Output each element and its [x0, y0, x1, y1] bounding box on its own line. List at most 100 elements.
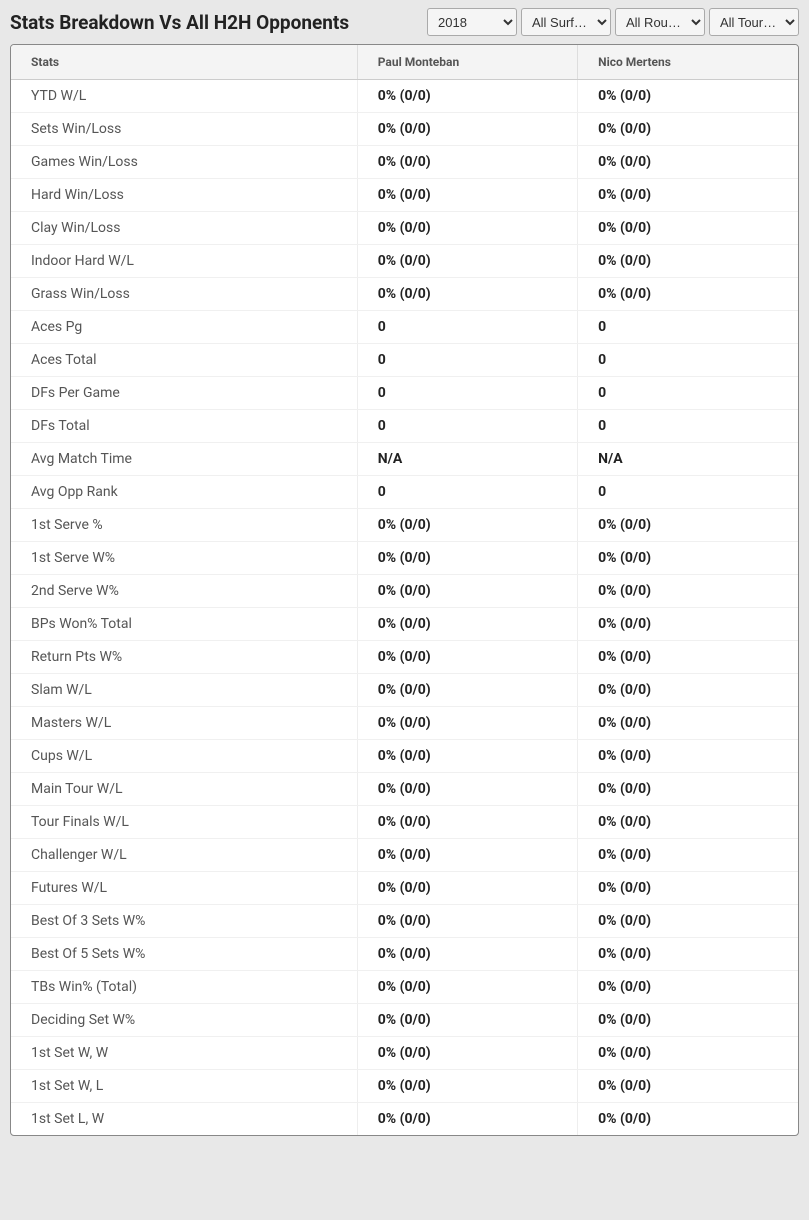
stat-label: YTD W/L	[11, 80, 357, 113]
player1-value: 0% (0/0)	[357, 113, 577, 146]
table-row: Aces Pg00	[11, 311, 798, 344]
stat-label: 1st Set W, W	[11, 1037, 357, 1070]
player2-value: 0% (0/0)	[578, 80, 798, 113]
stat-label: Challenger W/L	[11, 839, 357, 872]
player2-value: 0% (0/0)	[578, 905, 798, 938]
table-row: 1st Set L, W0% (0/0)0% (0/0)	[11, 1103, 798, 1136]
stat-label: Games Win/Loss	[11, 146, 357, 179]
table-row: Sets Win/Loss0% (0/0)0% (0/0)	[11, 113, 798, 146]
header-bar: Stats Breakdown Vs All H2H Opponents 201…	[0, 0, 809, 44]
stat-label: Avg Match Time	[11, 443, 357, 476]
table-row: Main Tour W/L0% (0/0)0% (0/0)	[11, 773, 798, 806]
player1-value: 0% (0/0)	[357, 938, 577, 971]
stat-label: Best Of 5 Sets W%	[11, 938, 357, 971]
surface-select[interactable]: All Surf…	[521, 8, 611, 36]
year-select[interactable]: 2018	[427, 8, 517, 36]
player1-value: 0% (0/0)	[357, 641, 577, 674]
col-header-player2: Nico Mertens	[578, 45, 798, 80]
player1-value: 0% (0/0)	[357, 245, 577, 278]
table-row: Futures W/L0% (0/0)0% (0/0)	[11, 872, 798, 905]
table-row: Grass Win/Loss0% (0/0)0% (0/0)	[11, 278, 798, 311]
table-row: Slam W/L0% (0/0)0% (0/0)	[11, 674, 798, 707]
tourney-select[interactable]: All Tour…	[709, 8, 799, 36]
player1-value: 0% (0/0)	[357, 608, 577, 641]
player2-value: 0	[578, 377, 798, 410]
table-row: Indoor Hard W/L0% (0/0)0% (0/0)	[11, 245, 798, 278]
player1-value: N/A	[357, 443, 577, 476]
player1-value: 0	[357, 344, 577, 377]
table-row: DFs Per Game00	[11, 377, 798, 410]
player2-value: 0% (0/0)	[578, 278, 798, 311]
player2-value: 0% (0/0)	[578, 575, 798, 608]
stat-label: Main Tour W/L	[11, 773, 357, 806]
player2-value: 0% (0/0)	[578, 542, 798, 575]
player2-value: 0% (0/0)	[578, 773, 798, 806]
table-row: 1st Serve W%0% (0/0)0% (0/0)	[11, 542, 798, 575]
stat-label: 1st Set L, W	[11, 1103, 357, 1136]
stat-label: Best Of 3 Sets W%	[11, 905, 357, 938]
filters-group: 2018 All Surf… All Rou… All Tour…	[427, 8, 799, 36]
stat-label: BPs Won% Total	[11, 608, 357, 641]
player2-value: 0% (0/0)	[578, 839, 798, 872]
table-row: Best Of 3 Sets W%0% (0/0)0% (0/0)	[11, 905, 798, 938]
player1-value: 0% (0/0)	[357, 278, 577, 311]
stat-label: Aces Total	[11, 344, 357, 377]
player1-value: 0% (0/0)	[357, 905, 577, 938]
stat-label: Return Pts W%	[11, 641, 357, 674]
stat-label: Clay Win/Loss	[11, 212, 357, 245]
page-title: Stats Breakdown Vs All H2H Opponents	[10, 11, 349, 34]
table-row: Return Pts W%0% (0/0)0% (0/0)	[11, 641, 798, 674]
stat-label: Masters W/L	[11, 707, 357, 740]
player1-value: 0% (0/0)	[357, 80, 577, 113]
stat-label: Aces Pg	[11, 311, 357, 344]
player2-value: 0	[578, 476, 798, 509]
table-row: YTD W/L0% (0/0)0% (0/0)	[11, 80, 798, 113]
player1-value: 0% (0/0)	[357, 773, 577, 806]
player1-value: 0% (0/0)	[357, 1037, 577, 1070]
table-row: Avg Match TimeN/AN/A	[11, 443, 798, 476]
table-row: DFs Total00	[11, 410, 798, 443]
player1-value: 0% (0/0)	[357, 674, 577, 707]
table-row: Masters W/L0% (0/0)0% (0/0)	[11, 707, 798, 740]
player2-value: 0	[578, 410, 798, 443]
table-row: 1st Set W, L0% (0/0)0% (0/0)	[11, 1070, 798, 1103]
stat-label: 1st Set W, L	[11, 1070, 357, 1103]
player2-value: 0% (0/0)	[578, 806, 798, 839]
player1-value: 0% (0/0)	[357, 212, 577, 245]
stats-table-wrapper: Stats Paul Monteban Nico Mertens YTD W/L…	[10, 44, 799, 1136]
stat-label: Sets Win/Loss	[11, 113, 357, 146]
player2-value: 0	[578, 344, 798, 377]
player2-value: 0% (0/0)	[578, 1037, 798, 1070]
player2-value: 0% (0/0)	[578, 146, 798, 179]
round-select[interactable]: All Rou…	[615, 8, 705, 36]
stat-label: Indoor Hard W/L	[11, 245, 357, 278]
player2-value: 0% (0/0)	[578, 938, 798, 971]
table-row: Tour Finals W/L0% (0/0)0% (0/0)	[11, 806, 798, 839]
player1-value: 0% (0/0)	[357, 1103, 577, 1136]
stat-label: Futures W/L	[11, 872, 357, 905]
player2-value: 0% (0/0)	[578, 971, 798, 1004]
player2-value: 0% (0/0)	[578, 1103, 798, 1136]
player1-value: 0	[357, 377, 577, 410]
table-header-row: Stats Paul Monteban Nico Mertens	[11, 45, 798, 80]
table-row: 1st Set W, W0% (0/0)0% (0/0)	[11, 1037, 798, 1070]
player2-value: 0% (0/0)	[578, 707, 798, 740]
player1-value: 0	[357, 311, 577, 344]
table-row: 2nd Serve W%0% (0/0)0% (0/0)	[11, 575, 798, 608]
table-row: Hard Win/Loss0% (0/0)0% (0/0)	[11, 179, 798, 212]
player1-value: 0	[357, 476, 577, 509]
stat-label: DFs Per Game	[11, 377, 357, 410]
player2-value: 0% (0/0)	[578, 1070, 798, 1103]
stat-label: Deciding Set W%	[11, 1004, 357, 1037]
player2-value: N/A	[578, 443, 798, 476]
stat-label: TBs Win% (Total)	[11, 971, 357, 1004]
player2-value: 0% (0/0)	[578, 1004, 798, 1037]
table-row: 1st Serve %0% (0/0)0% (0/0)	[11, 509, 798, 542]
table-row: Cups W/L0% (0/0)0% (0/0)	[11, 740, 798, 773]
player1-value: 0% (0/0)	[357, 575, 577, 608]
player2-value: 0% (0/0)	[578, 212, 798, 245]
player1-value: 0% (0/0)	[357, 971, 577, 1004]
player2-value: 0% (0/0)	[578, 608, 798, 641]
player2-value: 0% (0/0)	[578, 641, 798, 674]
table-row: TBs Win% (Total)0% (0/0)0% (0/0)	[11, 971, 798, 1004]
